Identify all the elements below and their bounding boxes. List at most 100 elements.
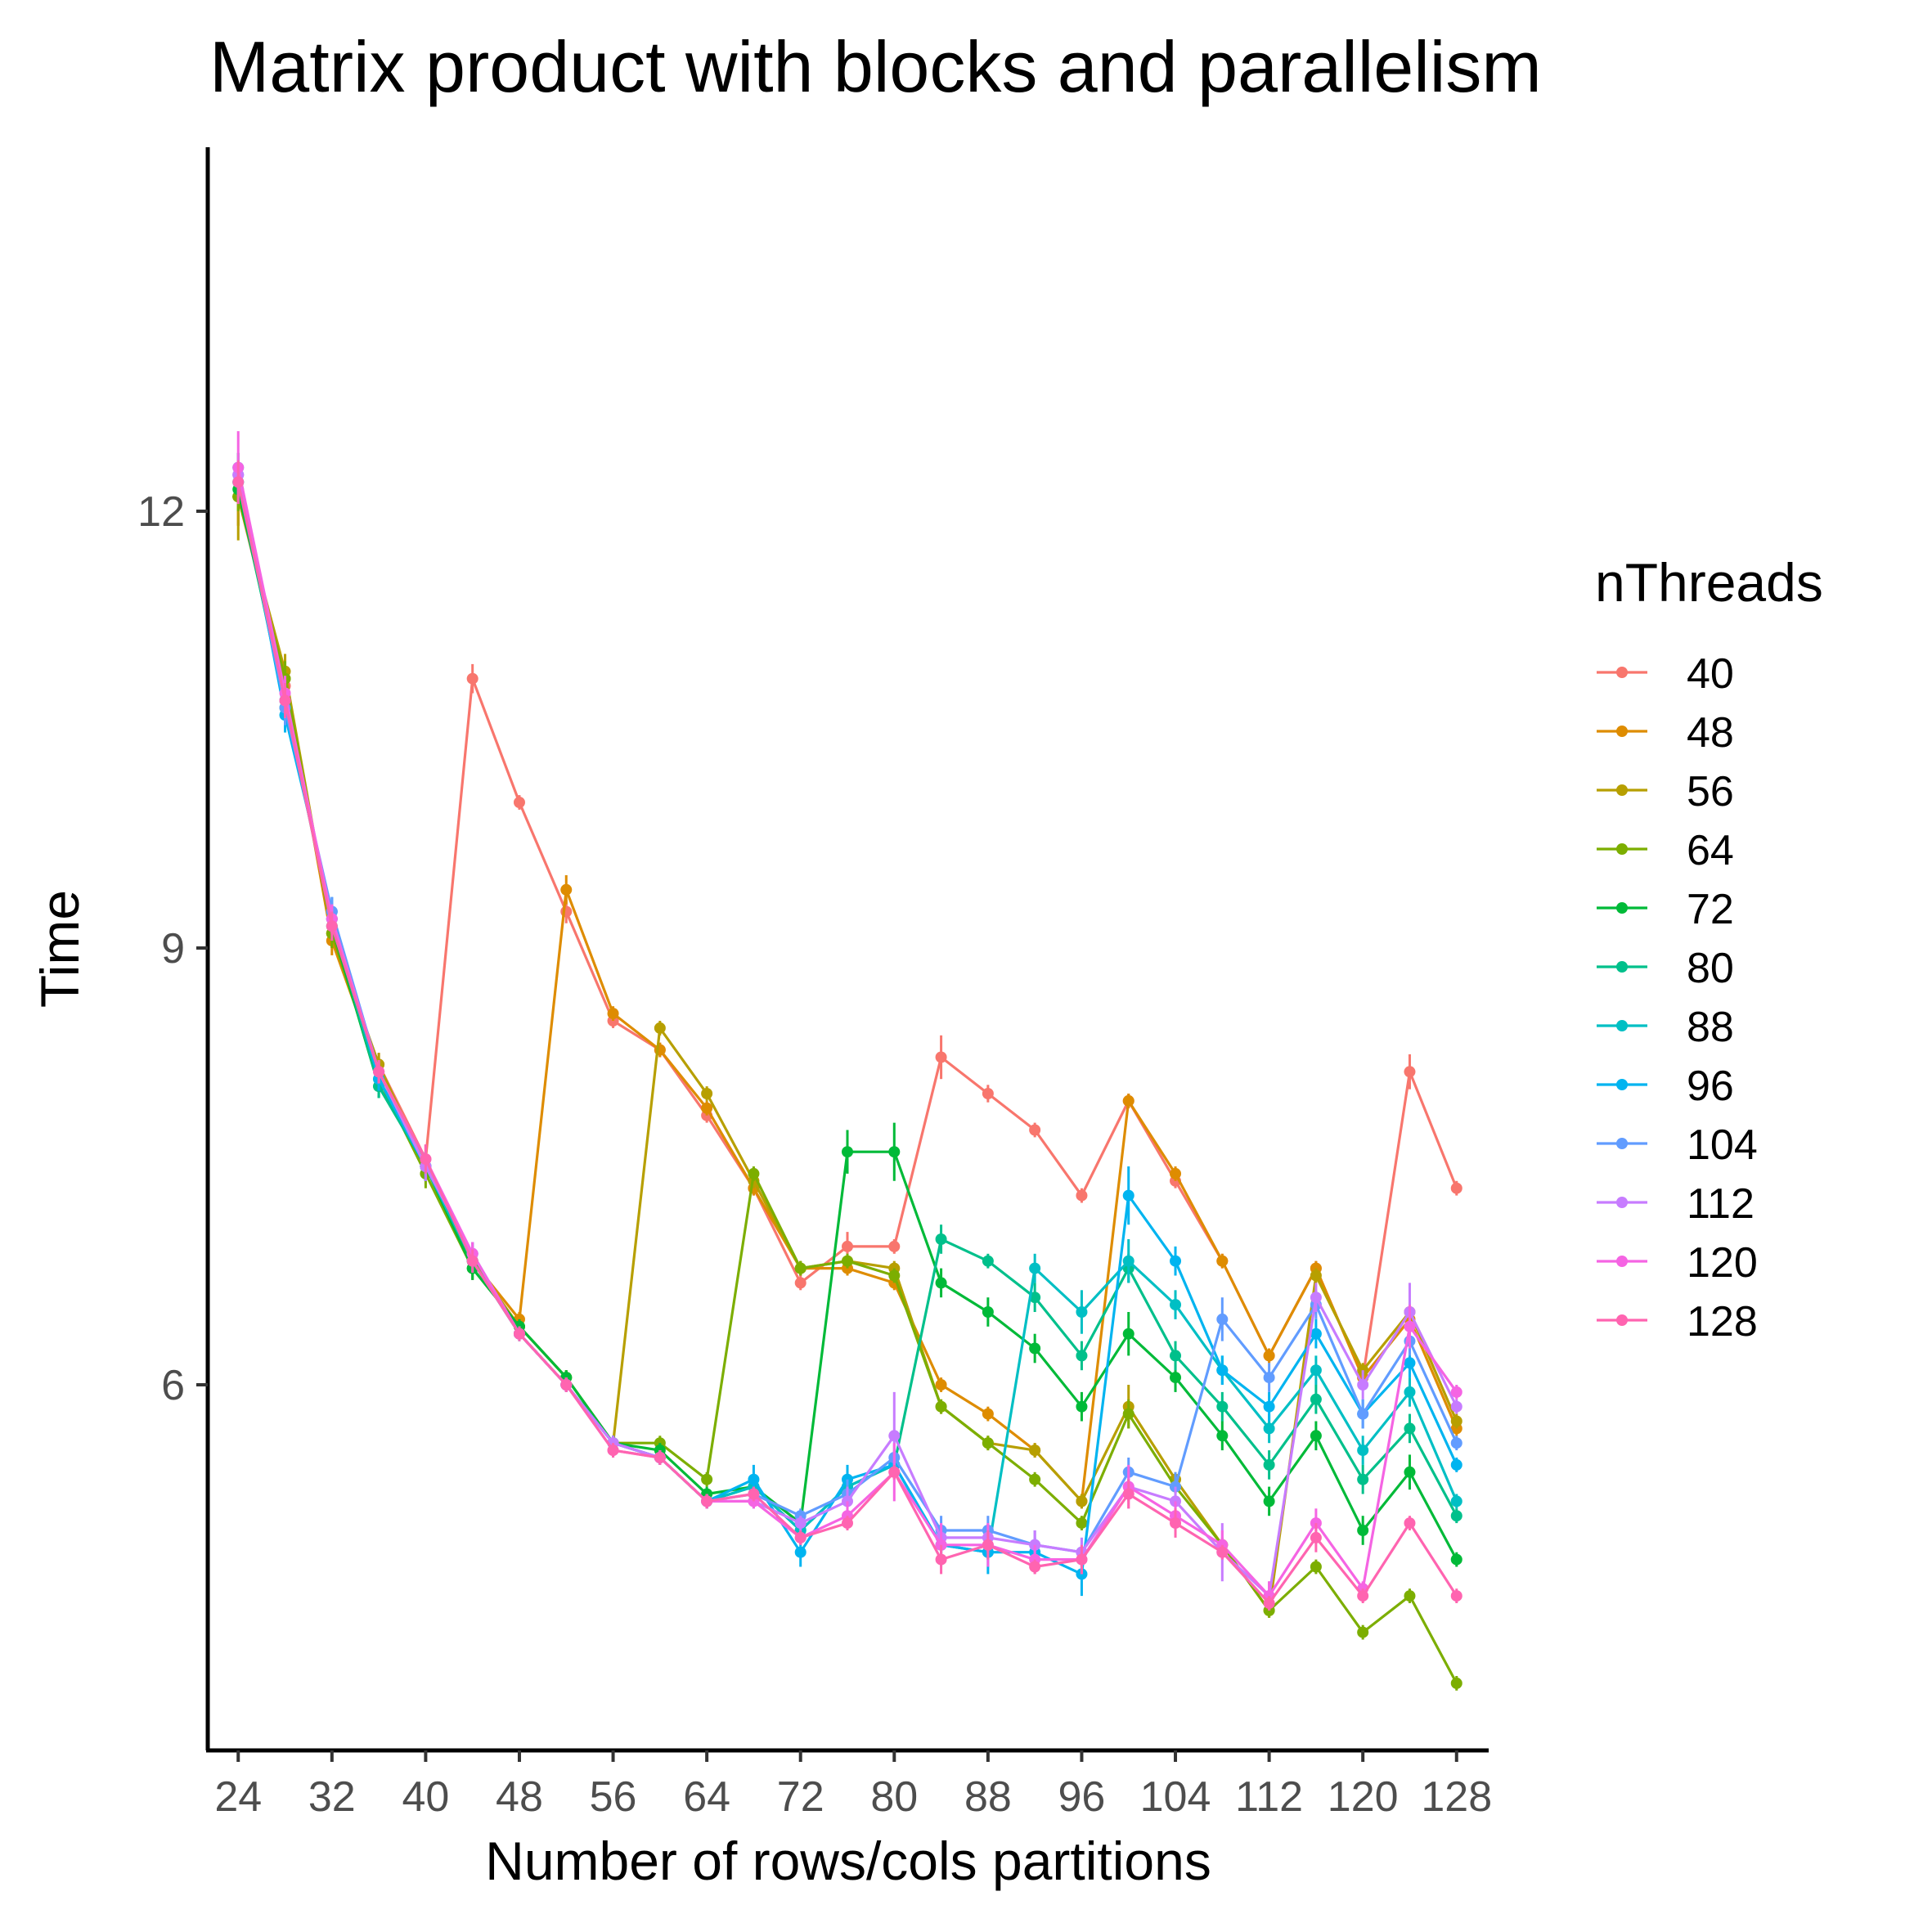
data-point (888, 1430, 901, 1442)
data-point (935, 1379, 947, 1391)
data-point (1357, 1445, 1369, 1457)
data-point (1216, 1430, 1229, 1442)
data-point (701, 1473, 713, 1485)
data-point (1450, 1437, 1462, 1449)
series-48 (232, 467, 1462, 1509)
series-104 (232, 460, 1462, 1567)
data-point (888, 1146, 901, 1158)
data-point (1404, 1386, 1416, 1398)
data-point (1450, 1590, 1462, 1602)
legend-label: 104 (1687, 1121, 1758, 1169)
data-point (1263, 1597, 1275, 1609)
y-tick-label: 12 (137, 488, 185, 536)
x-tick-label: 56 (590, 1773, 637, 1821)
legend-item: 96 (1597, 1063, 1734, 1110)
x-tick-label: 64 (683, 1773, 730, 1821)
x-axis-title: Number of rows/cols partitions (485, 1831, 1211, 1891)
data-point (1122, 1328, 1134, 1340)
data-point (1450, 1677, 1462, 1689)
data-point (1310, 1430, 1322, 1442)
data-point (1450, 1386, 1462, 1398)
data-point (748, 1488, 760, 1500)
legend-key-point (1616, 902, 1628, 914)
data-point (1310, 1561, 1322, 1573)
data-point (935, 1277, 947, 1289)
legend-title: nThreads (1595, 552, 1823, 613)
series-line (236, 482, 1458, 1554)
data-point (1404, 1466, 1416, 1478)
data-point (794, 1262, 806, 1274)
data-point (1076, 1400, 1088, 1413)
series-line (236, 496, 1458, 1505)
legend-key-point (1616, 726, 1628, 737)
y-axis-ticks: 6 9 12 (137, 488, 208, 1409)
legend-key-point (1616, 1079, 1628, 1090)
legend-item: 80 (1597, 945, 1734, 992)
plot-area (232, 431, 1462, 1691)
legend-item: 64 (1597, 827, 1734, 874)
legend-item: 112 (1597, 1180, 1755, 1228)
data-point (466, 672, 479, 685)
data-point (1357, 1408, 1369, 1420)
x-tick-label: 40 (402, 1773, 449, 1821)
y-tick-label: 6 (161, 1362, 185, 1409)
data-point (654, 1022, 666, 1034)
data-point (1357, 1626, 1369, 1638)
data-point (1122, 1094, 1134, 1107)
x-tick-label: 24 (214, 1773, 262, 1821)
data-point (466, 1255, 479, 1267)
data-point (420, 1153, 432, 1166)
legend-label: 80 (1687, 945, 1734, 992)
data-point (1170, 1517, 1182, 1530)
data-point (513, 797, 525, 808)
series-96 (232, 452, 1462, 1597)
data-point (982, 1088, 994, 1099)
data-point (1404, 1517, 1416, 1530)
data-point (1263, 1350, 1275, 1362)
data-point (1263, 1422, 1275, 1435)
data-point (842, 1255, 853, 1267)
data-point (1170, 1350, 1182, 1362)
data-point (1216, 1546, 1229, 1558)
data-point (1404, 1357, 1416, 1369)
legend-item: 56 (1597, 768, 1734, 815)
data-point (1122, 1488, 1134, 1500)
data-point (1029, 1124, 1041, 1136)
legend-label: 48 (1687, 709, 1734, 757)
data-point (1170, 1255, 1182, 1267)
data-point (1310, 1269, 1322, 1282)
legend-label: 56 (1687, 768, 1734, 815)
legend: nThreads 40 48 56 64 72 80 88 96 104 112 120 128 (1595, 552, 1823, 1346)
series-40 (232, 467, 1462, 1385)
data-point (842, 1517, 853, 1530)
data-point (1216, 1313, 1229, 1325)
data-point (1076, 1495, 1088, 1507)
series-128 (232, 460, 1462, 1611)
data-point (1263, 1458, 1275, 1471)
data-point (1450, 1458, 1462, 1471)
legend-item: 72 (1597, 886, 1734, 933)
x-tick-label: 32 (308, 1773, 356, 1821)
legend-key-point (1616, 1197, 1628, 1208)
legend-label: 64 (1687, 827, 1734, 874)
legend-key-point (1616, 1314, 1628, 1326)
data-point (935, 1051, 947, 1063)
data-point (1122, 1255, 1134, 1267)
data-point (794, 1546, 806, 1558)
data-point (982, 1437, 994, 1449)
data-point (1170, 1299, 1182, 1311)
data-point (1076, 1517, 1088, 1530)
data-point (1076, 1189, 1088, 1202)
data-point (888, 1466, 901, 1478)
legend-item: 48 (1597, 709, 1734, 757)
data-point (1216, 1255, 1229, 1267)
legend-item: 104 (1597, 1121, 1758, 1169)
data-point (1263, 1400, 1275, 1413)
legend-label: 128 (1687, 1298, 1758, 1346)
data-point (1310, 1531, 1322, 1543)
data-point (748, 1167, 760, 1179)
data-point (513, 1328, 525, 1340)
data-point (701, 1102, 713, 1114)
data-point (279, 694, 291, 707)
series-88 (232, 467, 1462, 1560)
